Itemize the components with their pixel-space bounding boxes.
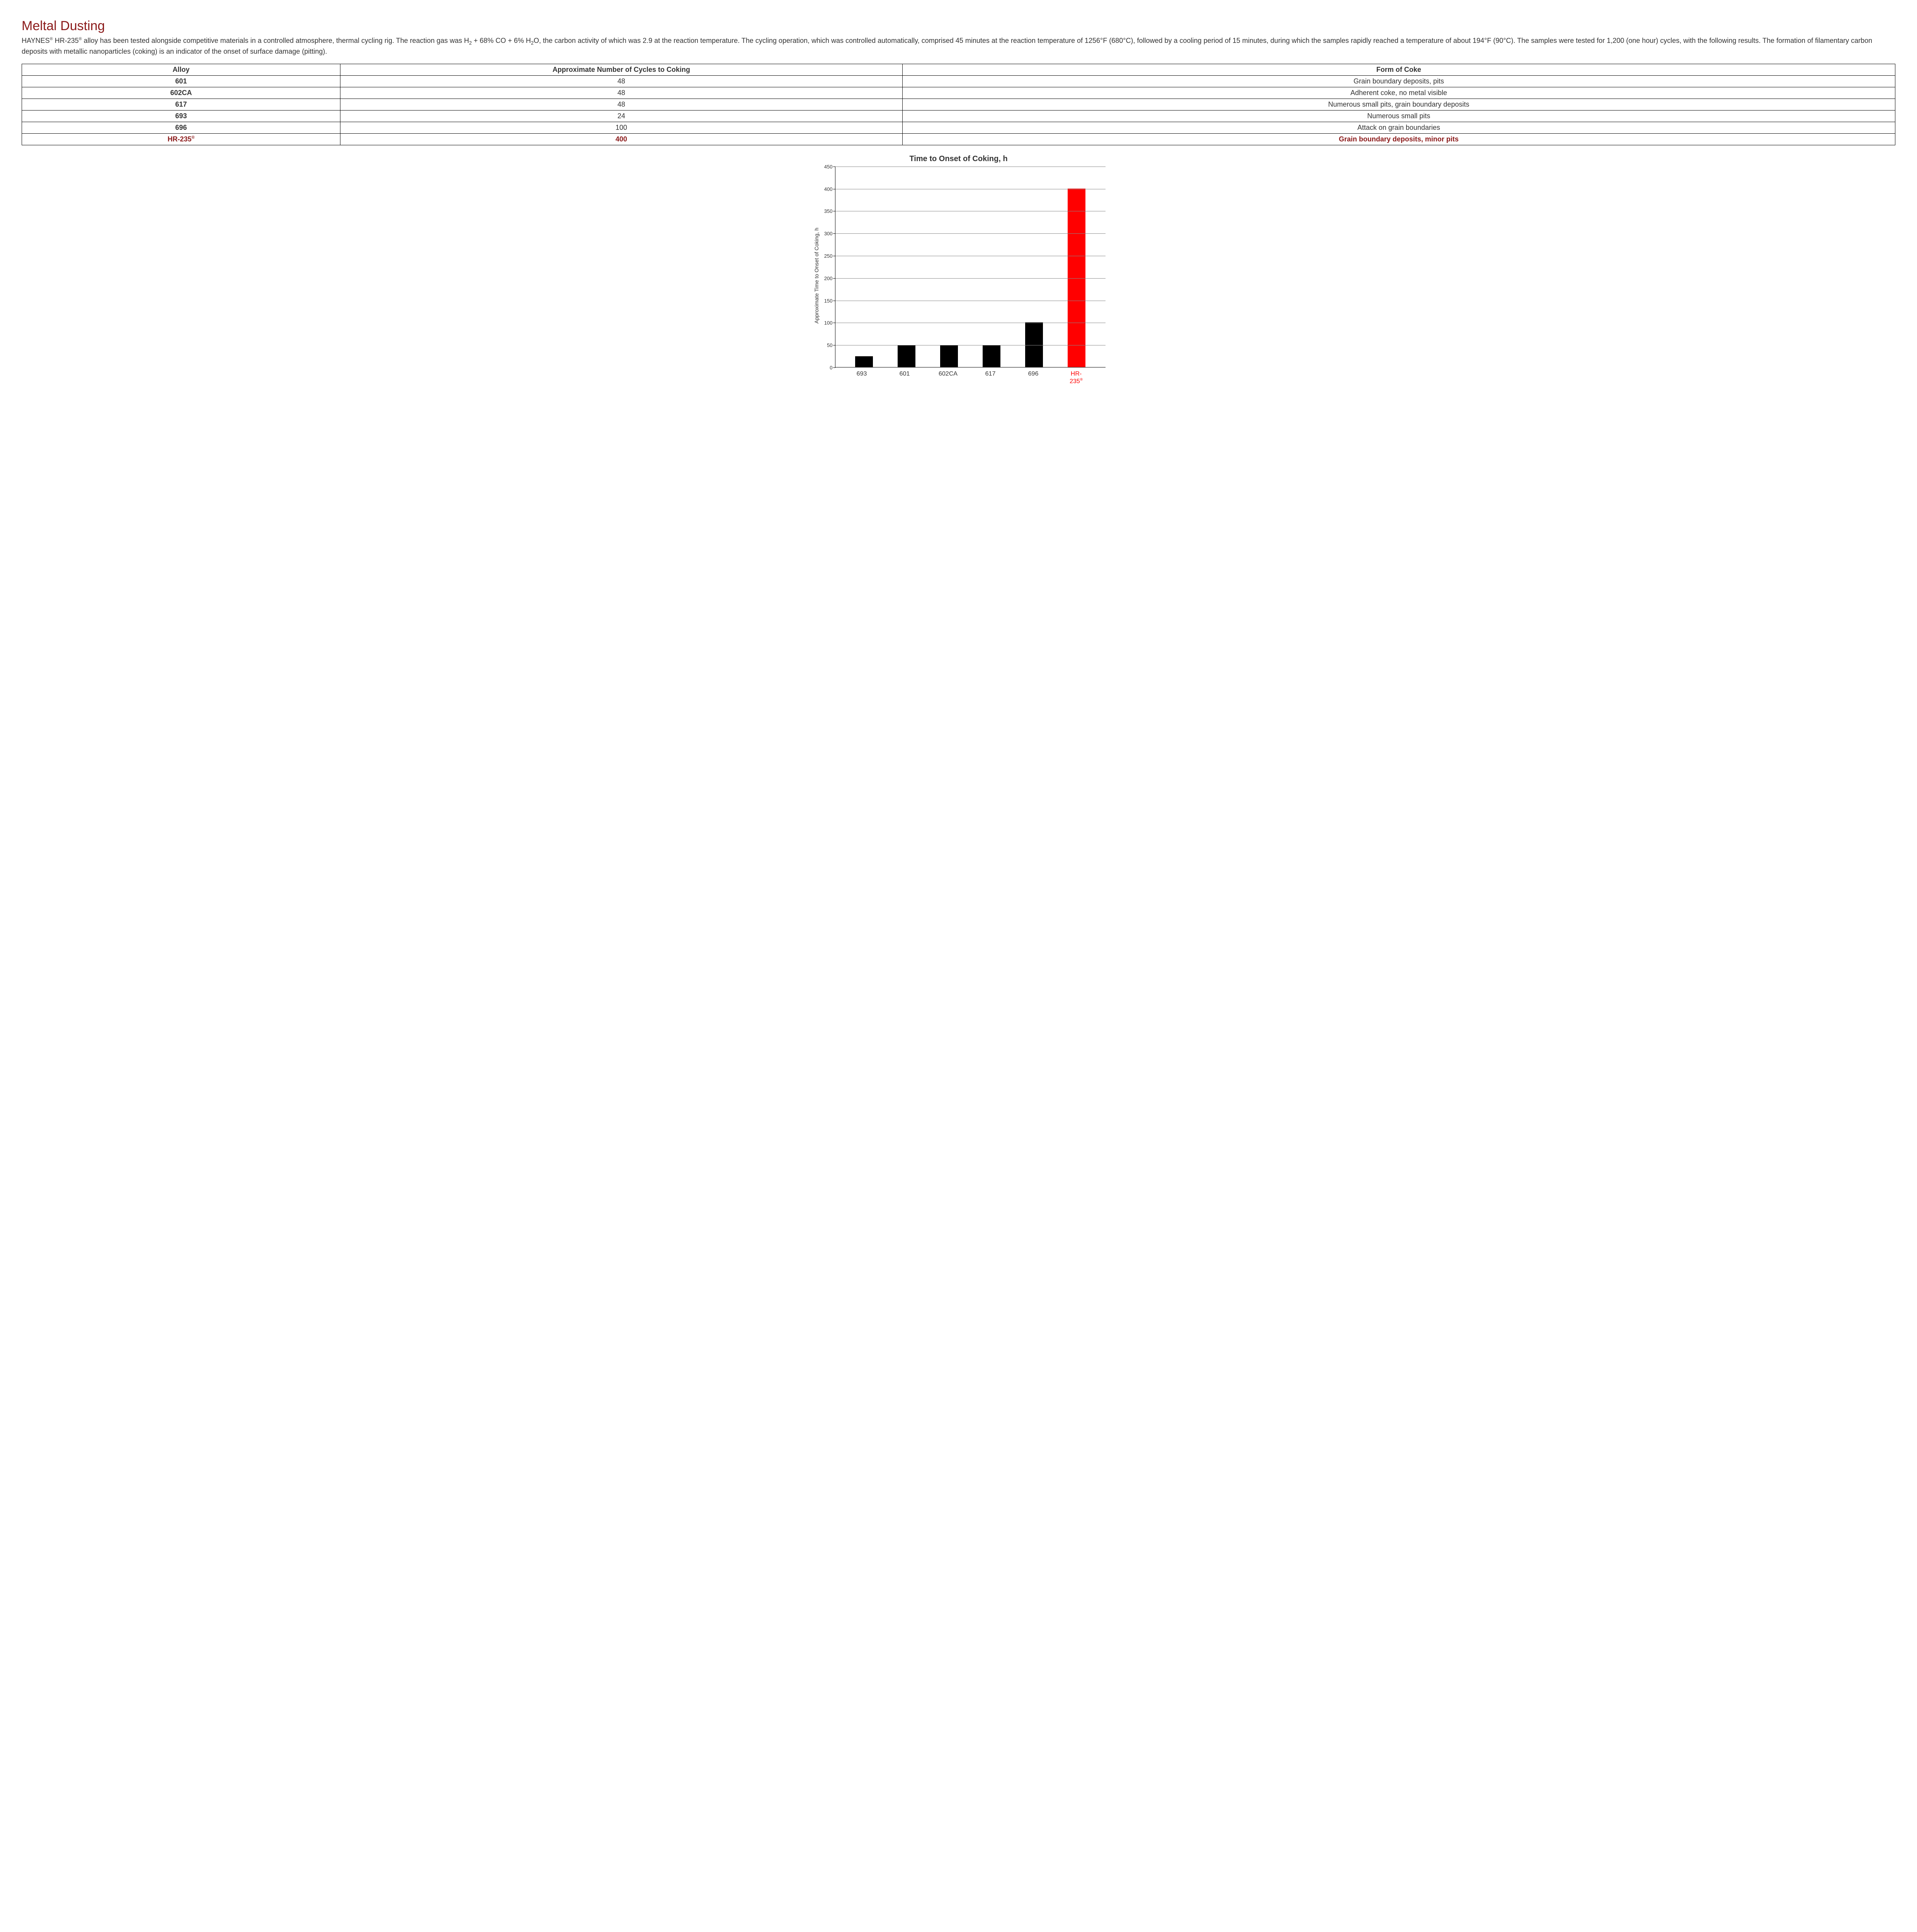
chart-ytick-mark — [833, 233, 835, 234]
chart-bar — [898, 345, 915, 367]
chart-ytick-label: 400 — [824, 186, 833, 192]
alloy-cell: 602CA — [22, 87, 340, 99]
chart-bar — [855, 356, 873, 367]
chart-bar — [983, 345, 1000, 367]
chart-title: Time to Onset of Coking, h — [812, 155, 1106, 163]
form-cell: Grain boundary deposits, minor pits — [902, 133, 1895, 145]
cycles-cell: 100 — [340, 122, 902, 133]
chart-ytick-label: 100 — [824, 320, 833, 326]
chart-plot-area — [835, 167, 1106, 367]
table-header-cell: Approximate Number of Cycles to Coking — [340, 64, 902, 75]
table-row: HR-235®400Grain boundary deposits, minor… — [22, 133, 1895, 145]
body-paragraph: HAYNES® HR-235® alloy has been tested al… — [22, 36, 1895, 56]
form-cell: Numerous small pits, grain boundary depo… — [902, 99, 1895, 110]
cycles-cell: 48 — [340, 75, 902, 87]
chart-plot-column: 450400350300250200150100500 693601602CA6… — [820, 167, 1106, 385]
page-title: Meltal Dusting — [22, 19, 1895, 34]
chart-xlabel: 693 — [853, 371, 871, 385]
chart-xlabel: HR-235® — [1067, 371, 1085, 385]
chart-xlabel: 602CA — [939, 371, 956, 385]
chart-ytick-label: 300 — [824, 231, 833, 236]
alloy-cell: 601 — [22, 75, 340, 87]
table-header-cell: Alloy — [22, 64, 340, 75]
chart-ytick-label: 250 — [824, 253, 833, 259]
table-row: 696100Attack on grain boundaries — [22, 122, 1895, 133]
cycles-cell: 48 — [340, 99, 902, 110]
chart-ytick-label: 150 — [824, 298, 833, 304]
table-row: 69324Numerous small pits — [22, 110, 1895, 122]
table-header-row: AlloyApproximate Number of Cycles to Cok… — [22, 64, 1895, 75]
chart-bar — [940, 345, 958, 367]
form-cell: Numerous small pits — [902, 110, 1895, 122]
chart-bars-container — [835, 167, 1106, 367]
chart-ytick-label: 0 — [830, 365, 832, 371]
cycles-cell: 48 — [340, 87, 902, 99]
alloy-cell: 617 — [22, 99, 340, 110]
chart-gridline — [835, 278, 1106, 279]
chart-plot-row: 450400350300250200150100500 — [820, 167, 1106, 367]
table-row: 60148Grain boundary deposits, pits — [22, 75, 1895, 87]
chart-xlabel: 696 — [1024, 371, 1042, 385]
alloy-cell: HR-235® — [22, 133, 340, 145]
cycles-cell: 24 — [340, 110, 902, 122]
table-header-cell: Form of Coke — [902, 64, 1895, 75]
chart-yticks: 450400350300250200150100500 — [820, 167, 835, 367]
coking-table: AlloyApproximate Number of Cycles to Cok… — [22, 64, 1895, 145]
chart-xlabel: 601 — [896, 371, 913, 385]
cycles-cell: 400 — [340, 133, 902, 145]
form-cell: Attack on grain boundaries — [902, 122, 1895, 133]
chart-xlabels: 693 601 602CA 617 696 HR-235® — [833, 367, 1106, 385]
chart-ytick-mark — [833, 367, 835, 368]
table-row: 602CA48Adherent coke, no metal visible — [22, 87, 1895, 99]
alloy-cell: 696 — [22, 122, 340, 133]
chart-ytick-label: 200 — [824, 276, 833, 281]
coking-chart: Time to Onset of Coking, h Approximate T… — [812, 155, 1106, 385]
chart-ylabel: Approximate Time to Onset of Coking, h — [812, 167, 820, 385]
chart-ytick-label: 350 — [824, 208, 833, 214]
chart-xlabel: 617 — [981, 371, 999, 385]
chart-body: Approximate Time to Onset of Coking, h 4… — [812, 167, 1106, 385]
chart-ytick-label: 450 — [824, 164, 833, 170]
chart-ytick-label: 50 — [827, 342, 832, 348]
chart-ytick-mark — [833, 278, 835, 279]
table-row: 61748Numerous small pits, grain boundary… — [22, 99, 1895, 110]
table-body: 60148Grain boundary deposits, pits602CA4… — [22, 75, 1895, 145]
chart-xaxis-row: 693 601 602CA 617 696 HR-235® — [820, 367, 1106, 385]
alloy-cell: 693 — [22, 110, 340, 122]
form-cell: Adherent coke, no metal visible — [902, 87, 1895, 99]
form-cell: Grain boundary deposits, pits — [902, 75, 1895, 87]
chart-bar — [1025, 322, 1043, 367]
chart-gridline — [835, 233, 1106, 234]
